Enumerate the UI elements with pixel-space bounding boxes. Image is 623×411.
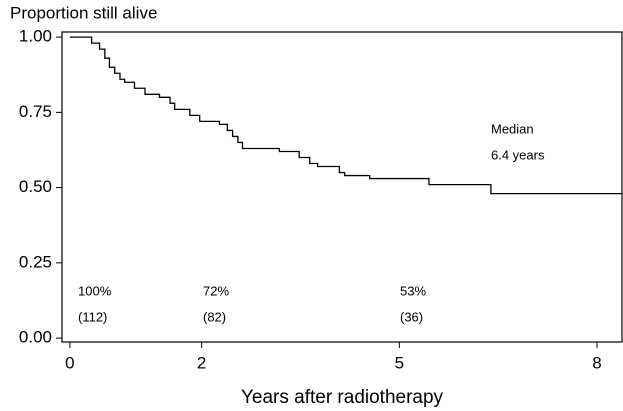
survival-curve — [69, 36, 622, 195]
x-axis-label: Years after radiotherapy — [241, 387, 444, 408]
y-tick-label: 0.75 — [19, 102, 52, 121]
y-tick-label: 1.00 — [19, 27, 52, 46]
y-axis-label: Proportion still alive — [10, 3, 157, 22]
annotation: 53% — [400, 283, 426, 298]
annotation: 6.4 years — [491, 147, 545, 162]
annotation: (112) — [78, 309, 107, 324]
annotation: 72% — [203, 283, 229, 298]
plot-frame — [61, 31, 623, 343]
y-tick-label: 0.50 — [19, 177, 52, 196]
x-tick-label: 8 — [592, 353, 601, 372]
y-tick-label: 0.00 — [19, 328, 52, 347]
x-tick-label: 0 — [65, 353, 74, 372]
annotation: 100% — [78, 283, 112, 298]
annotation: (36) — [400, 309, 423, 324]
annotation: (82) — [203, 309, 226, 324]
y-tick-label: 0.25 — [19, 252, 52, 271]
x-tick-label: 5 — [395, 353, 404, 372]
x-tick-label: 2 — [197, 353, 206, 372]
annotation: Median — [491, 121, 534, 136]
